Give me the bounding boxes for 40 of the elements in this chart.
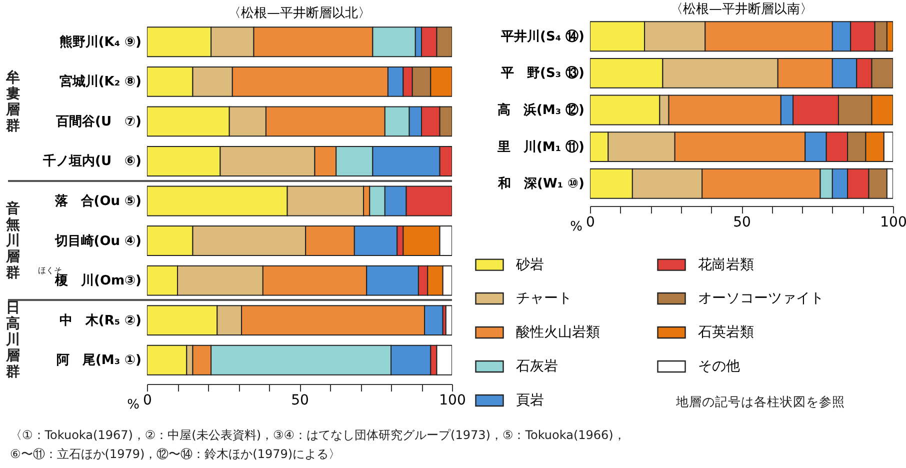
x-tick-label: 50: [733, 214, 751, 230]
x-axis-title: %: [127, 398, 140, 412]
y-tick-label: 百間谷(U ⑦): [55, 114, 142, 130]
y-tick-label: 平 野(S₃ ⑬): [500, 65, 584, 82]
y-tick-label: 切目崎(Ou ④): [54, 234, 142, 249]
legend-label: チャート: [516, 290, 572, 306]
y-tick-label: 高 浜(M₃ ⑫): [497, 102, 584, 118]
legend-label: その他: [698, 358, 740, 374]
y-tick-label: 千ノ垣内(U ⑥): [42, 153, 142, 170]
text: 〈①：Tokuoka(1967)，②：中屋(未公表資料)，③④：はてなし団体研究グループ(1973)，⑤：Tokuoka(1966)， ⑥〜⑪：立石ほか(1979)，⑫〜⑭：鈴木ほか(1979)による〉: [10, 427, 626, 463]
legend-label: 砂岩: [515, 256, 544, 273]
y-tick-label: 宮城川(K₂ ⑧): [59, 74, 142, 90]
y-tick-label: 熊野川(K₄ ⑨): [59, 34, 142, 50]
x-tick-label: 100: [439, 392, 466, 408]
y-tick-label: 榎 川(Om③): [54, 274, 142, 289]
x-tick-label: 100: [880, 214, 906, 230]
legend-label: オーソコーツァイト: [698, 290, 824, 306]
y-tick-label: 平井川(S₄ ⑭): [500, 28, 584, 44]
y-tick-label: 里 川(M₁ ⑪): [496, 138, 584, 155]
legend-label: 石灰岩: [516, 358, 558, 374]
y-tick-label: 和 深(W₁ ⑩): [497, 176, 584, 192]
legend-label: 石英岩類: [698, 324, 754, 340]
x-axis-title: %: [570, 220, 582, 234]
legend-label: 花崗岩類: [698, 256, 754, 273]
legend-label: 酸性火山岩類: [516, 324, 600, 340]
y-tick-label: 阿 尾(M₃ ①): [56, 353, 142, 368]
y-tick-label: 中 木(R₅ ②): [59, 313, 142, 328]
text: 日高川層群: [6, 300, 21, 380]
text: 音無川層群: [6, 200, 21, 281]
x-tick-label: 0: [143, 392, 152, 408]
chart-title: 〈松根—平井断層以北〉: [228, 6, 371, 21]
legend-label: 頁岩: [516, 392, 544, 408]
text: ほくそ: [38, 264, 62, 275]
y-tick-label: 落 合(Ou ⑤): [54, 193, 142, 209]
x-tick-label: 50: [291, 392, 309, 408]
bar: [445, 305, 452, 336]
text: 地層の記号は各柱状図を参照: [676, 394, 845, 411]
x-tick-label: 0: [586, 214, 595, 230]
chart-title: 〈松根—平井断層以南〉: [670, 2, 813, 17]
text: 牟婁層群: [6, 70, 21, 134]
